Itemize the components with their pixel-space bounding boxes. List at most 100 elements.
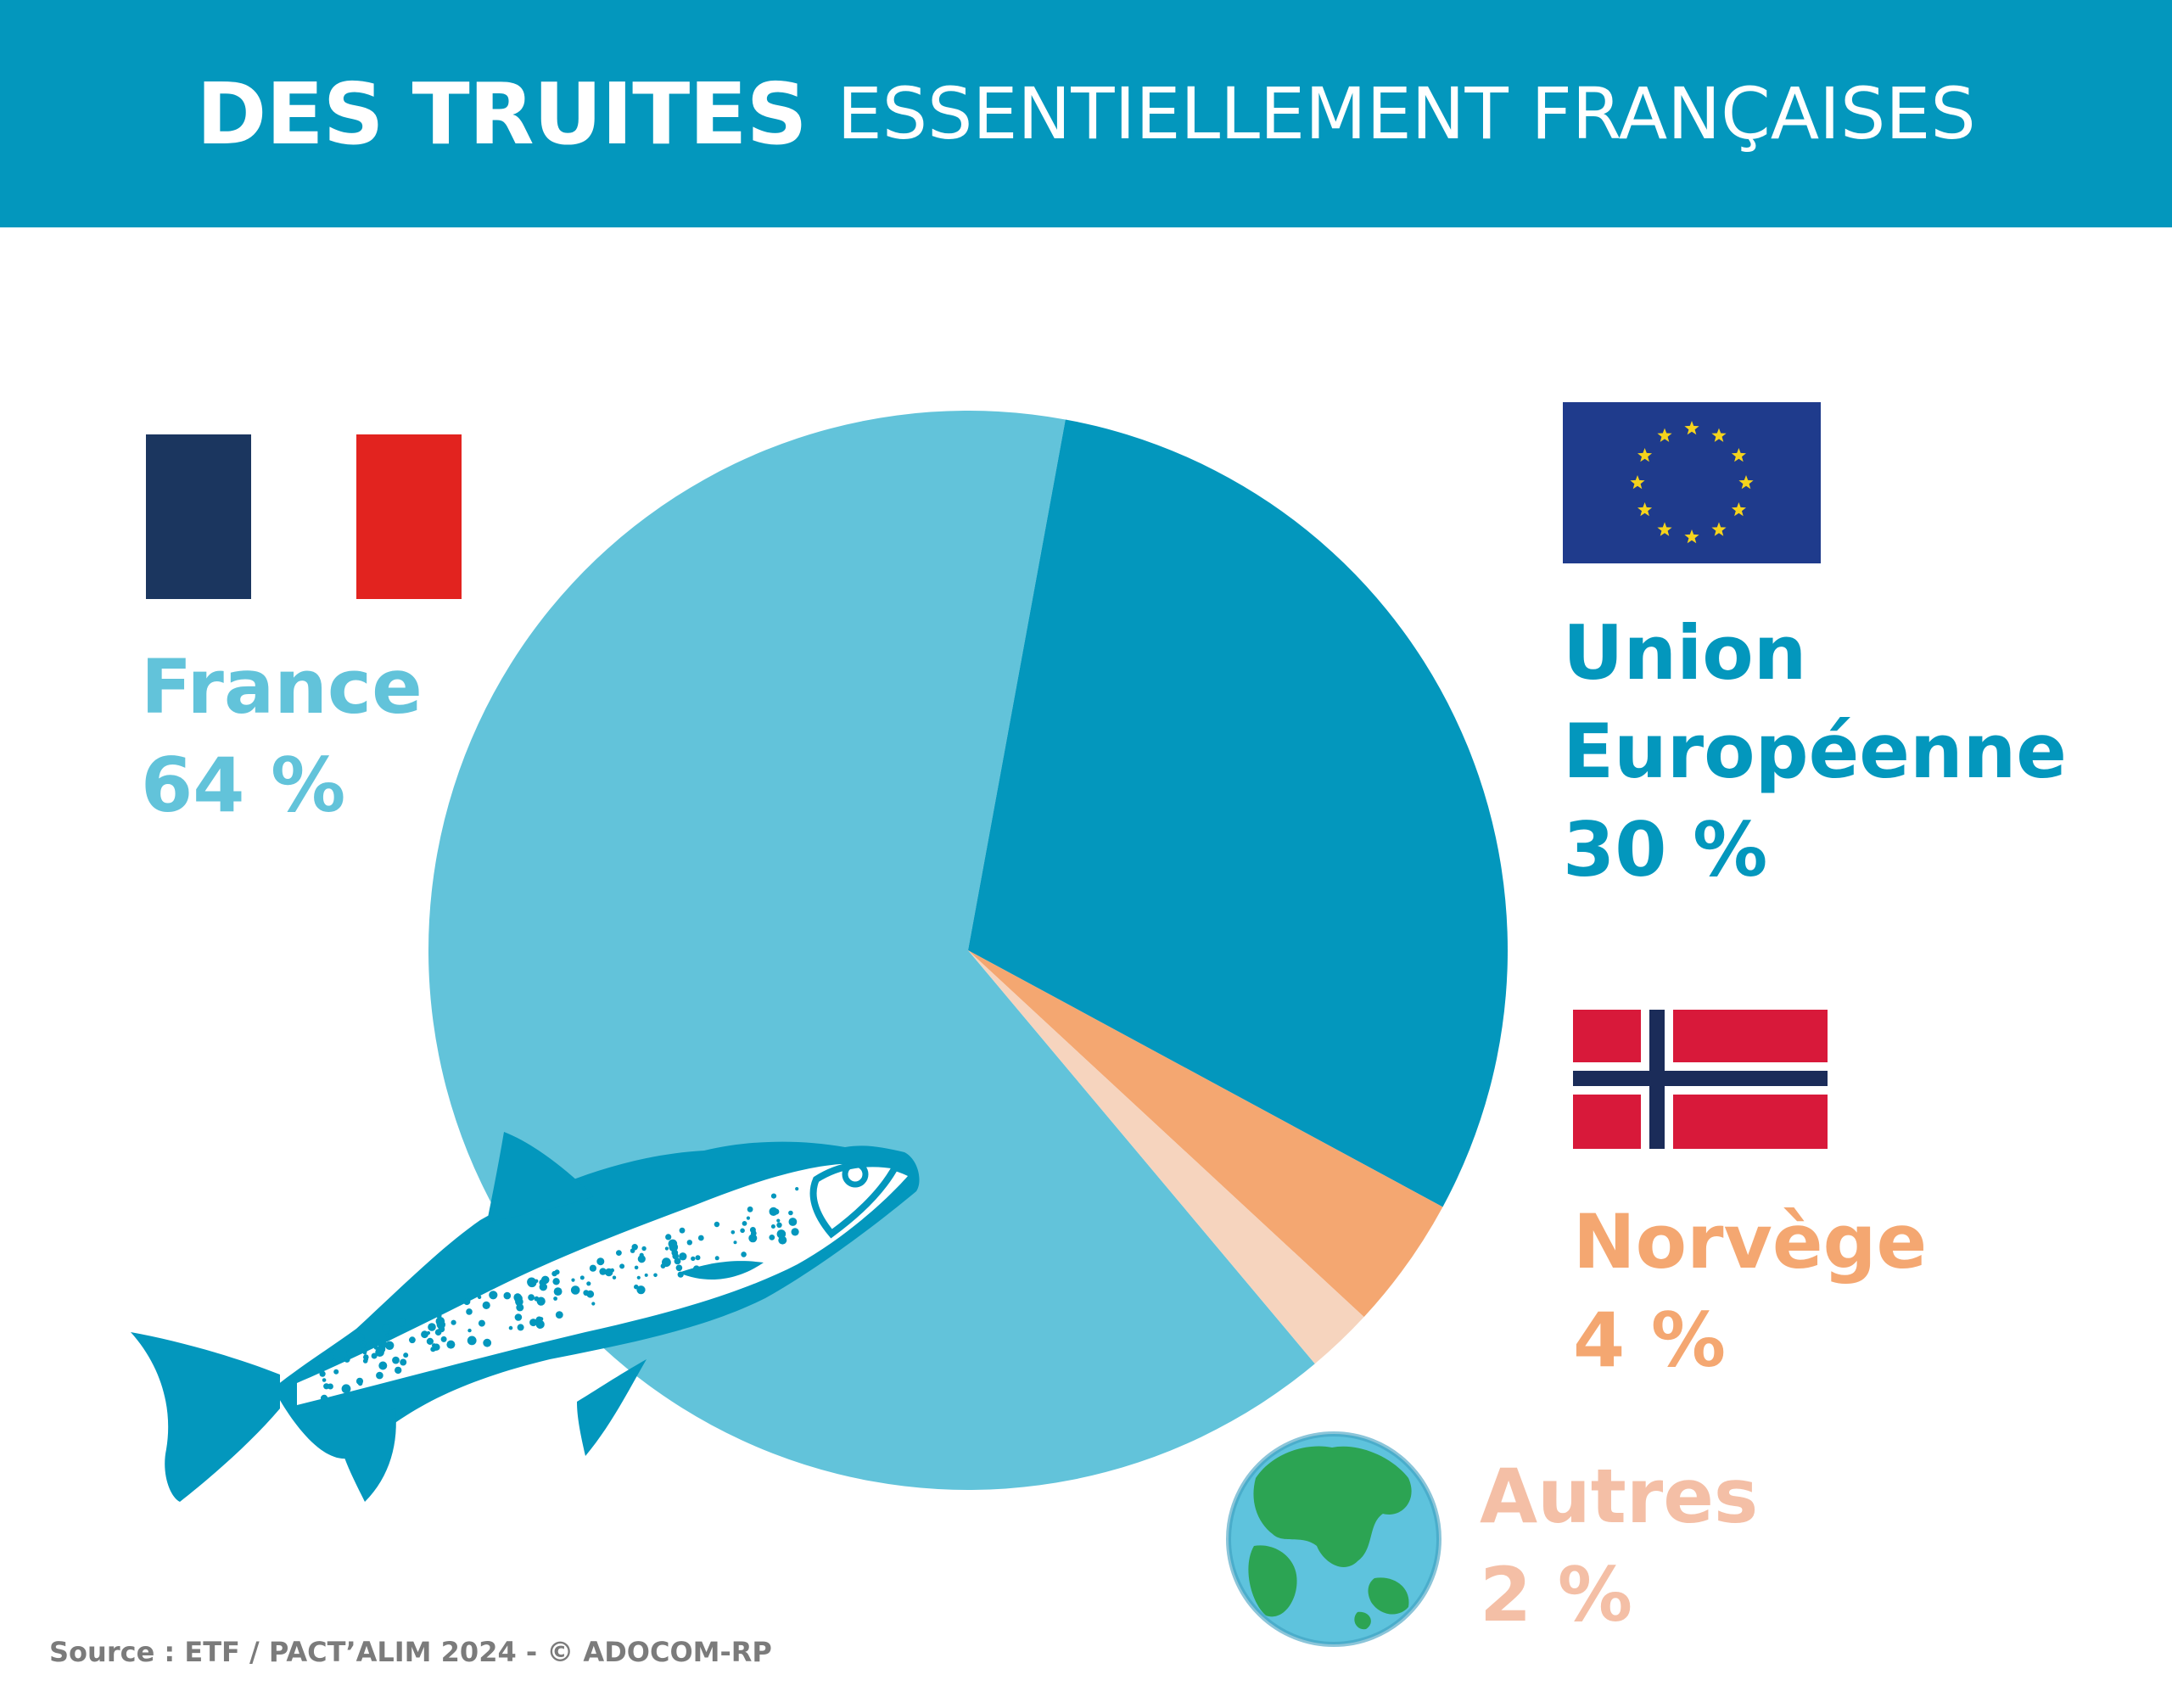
label-others-name: Autres <box>1480 1453 1759 1540</box>
label-france: France 64 % <box>141 638 423 835</box>
fish-spot <box>571 1278 575 1282</box>
label-france-name: France <box>141 643 423 731</box>
source-credit: Source : ETF / PACT’ALIM 2024 - © ADOCOM… <box>49 1636 772 1668</box>
fish-spot <box>539 1317 544 1321</box>
fish-spot <box>341 1384 351 1394</box>
fish-spot <box>636 1275 641 1280</box>
fish-spot <box>364 1358 368 1362</box>
fish-spot <box>746 1216 751 1220</box>
eu-star <box>1657 522 1672 536</box>
fish-spot <box>612 1275 617 1280</box>
fish-spot <box>770 1193 777 1199</box>
label-eu-name-line2: Européenne <box>1563 708 2067 795</box>
fish-spot <box>451 1319 456 1325</box>
fish-spot <box>433 1343 440 1351</box>
fish-spot <box>357 1380 363 1386</box>
eu-star <box>1731 502 1746 517</box>
fish-spot <box>616 1250 622 1256</box>
fish-spot <box>333 1369 339 1375</box>
fish-spot <box>463 1297 471 1306</box>
fish-spot <box>426 1337 434 1345</box>
fish-spot <box>664 1246 669 1251</box>
pie-slice-norv-ge <box>968 950 1443 1318</box>
fish-spot <box>489 1291 498 1300</box>
fish-spot <box>467 1336 477 1346</box>
fish-spot <box>780 1235 785 1241</box>
header-banner: DES TRUITES ESSENTIELLEMENT FRANÇAISES <box>0 0 2172 227</box>
fish-spot <box>515 1297 523 1307</box>
fish-spot <box>679 1227 686 1234</box>
fish-spot <box>788 1210 793 1216</box>
fish-spot <box>409 1336 416 1344</box>
fish-spot <box>535 1319 545 1329</box>
eu-star <box>1637 502 1653 517</box>
fish-spot <box>376 1371 383 1380</box>
label-eu-name-line1: Union <box>1563 609 1807 697</box>
eu-star <box>1684 421 1699 435</box>
fish-spot <box>742 1221 747 1226</box>
fish-spot <box>636 1285 646 1295</box>
fish-spot <box>551 1270 557 1277</box>
fish-spot <box>508 1325 513 1330</box>
eu-star <box>1657 428 1672 442</box>
fish-spot <box>665 1234 672 1240</box>
fish-spot <box>478 1319 485 1327</box>
label-eu: Union Européenne 30 % <box>1563 604 2067 899</box>
fish-spot <box>395 1366 402 1375</box>
fish-spot <box>653 1273 658 1278</box>
fish-spot <box>552 1278 560 1285</box>
fish-spot <box>454 1300 461 1307</box>
pie-slice-autres <box>968 950 1364 1364</box>
fish-spot <box>446 1340 456 1349</box>
label-norway-name: Norvège <box>1573 1198 1928 1285</box>
fish-spot <box>795 1187 799 1191</box>
fish-spot <box>776 1229 787 1239</box>
fish-spot <box>331 1358 337 1365</box>
fish-spot <box>529 1319 538 1327</box>
fish-spot <box>741 1252 747 1257</box>
fish-spot <box>596 1257 605 1266</box>
fish-spot <box>714 1221 720 1228</box>
fish-spot <box>740 1228 745 1234</box>
fish-spot <box>382 1324 390 1332</box>
globe-icon <box>1226 1431 1441 1647</box>
eu-star <box>1711 522 1727 536</box>
fish-spot <box>619 1263 625 1269</box>
fish-spot <box>679 1252 687 1261</box>
fish-spot <box>483 1338 492 1347</box>
fish-spot <box>714 1256 719 1261</box>
fish-spot <box>371 1352 378 1359</box>
fish-spot <box>381 1341 388 1348</box>
fish-spot <box>359 1336 365 1342</box>
fish-spot <box>691 1256 696 1262</box>
eu-star <box>1630 475 1645 490</box>
fish-spot <box>776 1222 782 1229</box>
fish-spot <box>589 1264 597 1272</box>
fish-spot <box>539 1283 547 1291</box>
fish-spot <box>695 1255 701 1261</box>
fish-spot <box>327 1383 333 1390</box>
eu-star <box>1711 428 1727 442</box>
eu-star <box>1731 448 1746 462</box>
fish-spot <box>776 1218 781 1223</box>
eu-star <box>1637 448 1653 462</box>
fish-spot <box>361 1343 366 1348</box>
fish-spot <box>630 1248 635 1253</box>
fish-spot <box>528 1294 535 1301</box>
pie-slice-union-europ-enne <box>968 419 1509 1207</box>
fish-spot <box>644 1273 648 1277</box>
fish-spot <box>517 1324 524 1331</box>
fish-spot <box>344 1356 350 1363</box>
fish-spot <box>536 1296 546 1306</box>
fish-spot <box>586 1290 595 1298</box>
fish-spot <box>769 1207 778 1216</box>
fish-spot <box>373 1345 378 1350</box>
fish-spot <box>731 1230 736 1235</box>
fish-spot <box>346 1349 353 1357</box>
fish-spot <box>610 1268 614 1273</box>
eu-star <box>1738 475 1754 490</box>
fish-spot <box>436 1320 445 1330</box>
fish-spot <box>376 1339 383 1347</box>
fish-spot <box>477 1295 482 1300</box>
